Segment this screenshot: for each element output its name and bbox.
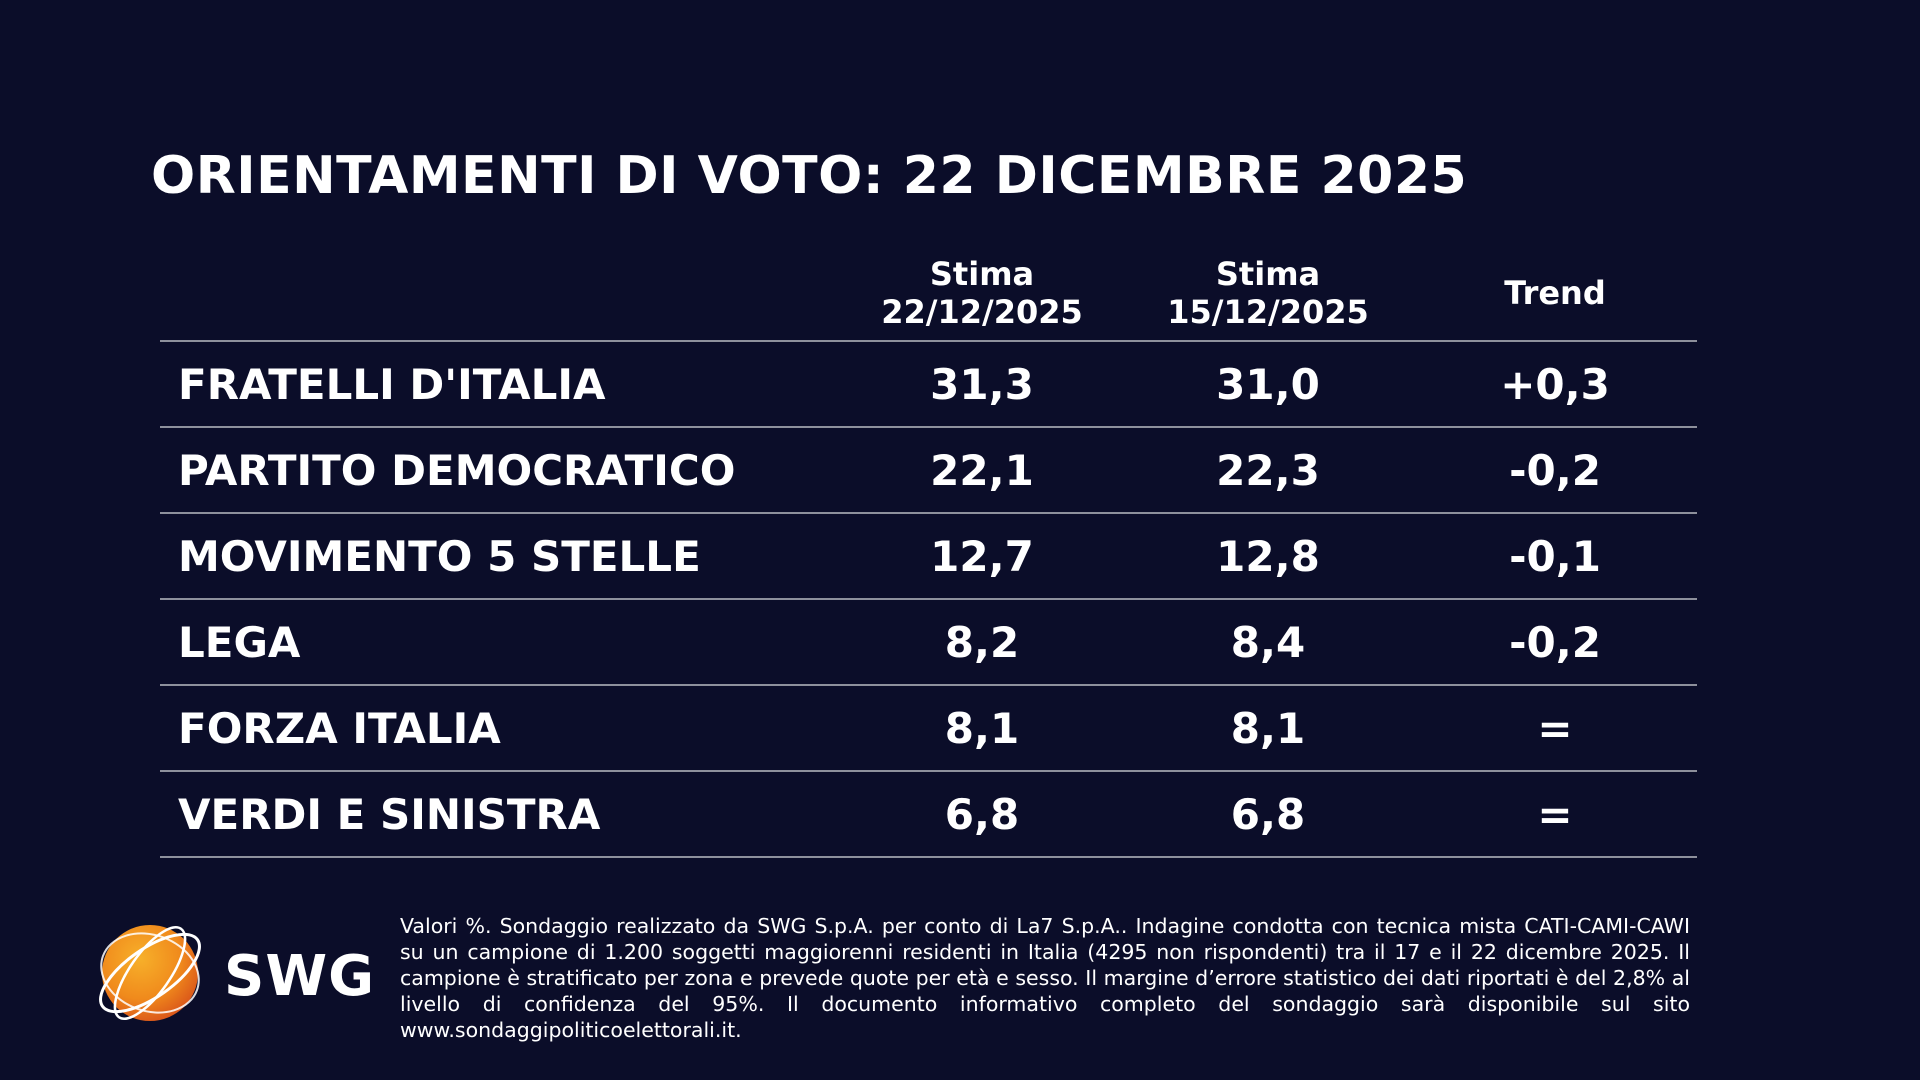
current-value: 31,3 xyxy=(930,359,1034,409)
previous-value: 8,4 xyxy=(1230,617,1306,667)
trend-value: -0,1 xyxy=(1509,531,1601,581)
current-value: 22,1 xyxy=(930,445,1034,495)
table-row: LEGA 8,2 8,4 -0,2 xyxy=(160,600,1697,686)
table-row: VERDI E SINISTRA 6,8 6,8 = xyxy=(160,772,1697,858)
trend-value: -0,2 xyxy=(1509,617,1601,667)
trend-value: -0,2 xyxy=(1509,445,1601,495)
table-header: Stima 22/12/2025 Stima 15/12/2025 Trend xyxy=(160,245,1697,342)
current-value: 8,2 xyxy=(944,617,1020,667)
party-name: LEGA xyxy=(178,617,301,667)
swg-globe-icon xyxy=(99,925,201,1021)
previous-value: 22,3 xyxy=(1216,445,1320,495)
table-row: FORZA ITALIA 8,1 8,1 = xyxy=(160,686,1697,772)
column-header-previous-line2: 15/12/2025 xyxy=(1167,292,1369,331)
party-name: FORZA ITALIA xyxy=(178,703,501,753)
table-row: FRATELLI D'ITALIA 31,3 31,0 +0,3 xyxy=(160,342,1697,428)
poll-table: Stima 22/12/2025 Stima 15/12/2025 Trend … xyxy=(160,245,1697,858)
column-header-current-line1: Stima xyxy=(929,254,1035,293)
current-value: 8,1 xyxy=(944,703,1020,753)
column-header-current: Stima 22/12/2025 xyxy=(832,245,1132,340)
current-value: 12,7 xyxy=(930,531,1034,581)
methodology-footnote: Valori %. Sondaggio realizzato da SWG S.… xyxy=(400,914,1690,1042)
column-header-previous-line1: Stima xyxy=(1215,254,1321,293)
party-name: MOVIMENTO 5 STELLE xyxy=(178,531,701,581)
swg-logo-text: SWG xyxy=(224,944,376,1009)
table-row: PARTITO DEMOCRATICO 22,1 22,3 -0,2 xyxy=(160,428,1697,514)
previous-value: 8,1 xyxy=(1230,703,1306,753)
column-header-trend: Trend xyxy=(1504,273,1606,312)
previous-value: 6,8 xyxy=(1230,789,1306,839)
party-name: PARTITO DEMOCRATICO xyxy=(178,445,736,495)
previous-value: 31,0 xyxy=(1216,359,1320,409)
current-value: 6,8 xyxy=(944,789,1020,839)
party-name: VERDI E SINISTRA xyxy=(178,789,601,839)
trend-value: = xyxy=(1537,703,1573,753)
table-row: MOVIMENTO 5 STELLE 12,7 12,8 -0,1 xyxy=(160,514,1697,600)
trend-value: = xyxy=(1537,789,1573,839)
previous-value: 12,8 xyxy=(1216,531,1320,581)
column-header-current-line2: 22/12/2025 xyxy=(881,292,1083,331)
page-title: ORIENTAMENTI DI VOTO: 22 DICEMBRE 2025 xyxy=(151,146,1468,206)
trend-value: +0,3 xyxy=(1500,359,1610,409)
party-name: FRATELLI D'ITALIA xyxy=(178,359,606,409)
column-header-previous: Stima 15/12/2025 xyxy=(1118,245,1418,340)
